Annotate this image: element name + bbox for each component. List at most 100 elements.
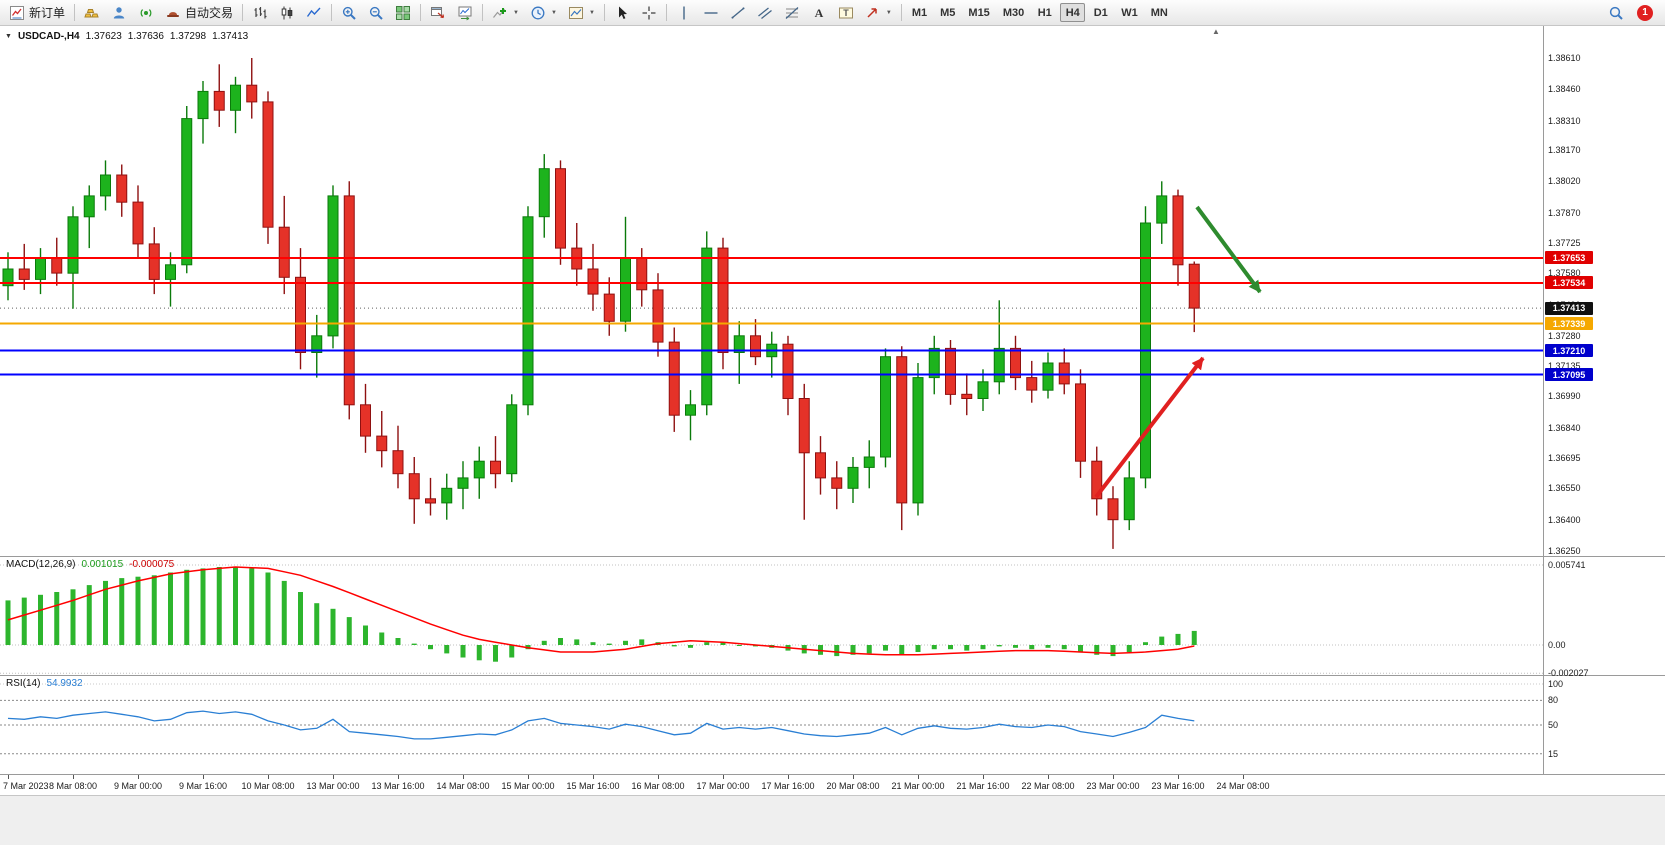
macd-signal-value: -0.000075: [129, 559, 175, 570]
rsi-name: RSI(14): [6, 678, 41, 689]
auto-arrange-button[interactable]: [425, 2, 451, 23]
market-gold-icon-button[interactable]: [79, 2, 105, 23]
timeframe-mn-button[interactable]: MN: [1150, 6, 1168, 19]
svg-text:A: A: [815, 6, 824, 20]
candlestick-chart-button[interactable]: [274, 2, 300, 23]
arrows-button[interactable]: ▼: [860, 2, 897, 23]
zoom-out-button[interactable]: [363, 2, 389, 23]
timeframe-h1-button[interactable]: H1: [1037, 6, 1052, 19]
timeframe-m1-button[interactable]: M1: [911, 6, 928, 19]
price-tag: 1.37210: [1545, 344, 1593, 357]
toolbar-separator: [665, 4, 667, 21]
vertical-line-button[interactable]: [671, 2, 697, 23]
gold-icon: [84, 5, 100, 21]
macd-gridlines: [0, 564, 1543, 674]
autotrading-button[interactable]: 自动交易: [160, 2, 238, 23]
chart-shift-marker[interactable]: ▲: [1212, 27, 1220, 36]
notification-badge[interactable]: 1: [1637, 4, 1653, 21]
timeframe-h4-button[interactable]: H4: [1060, 3, 1086, 22]
chart-close-value: 1.37413: [212, 31, 249, 42]
fibonacci-button[interactable]: [779, 2, 805, 23]
time-axis-tick: [853, 775, 854, 779]
chart-high-value: 1.37636: [127, 31, 164, 42]
bar-chart-button[interactable]: [247, 2, 273, 23]
horizontal-line-button[interactable]: [698, 2, 724, 23]
channel-button[interactable]: [752, 2, 778, 23]
sell-pressure-arrow[interactable]: [1195, 205, 1262, 294]
price-axis-label: 1.37870: [1548, 207, 1581, 218]
time-axis-label: 17 Mar 16:00: [761, 781, 815, 791]
timeframe-m5-button[interactable]: M5: [940, 6, 956, 19]
timeframe-m15-button[interactable]: M15: [968, 6, 990, 19]
timeframe-m30-button[interactable]: M30: [1002, 6, 1025, 19]
time-axis-label: 17 Mar 00:00: [696, 781, 750, 791]
time-axis-label: 8 Mar 08:00: [48, 781, 98, 791]
price-axis-label: 1.36990: [1548, 391, 1581, 402]
rsi-panel-divider[interactable]: [0, 675, 1665, 676]
time-axis-label: 13 Mar 16:00: [371, 781, 425, 791]
text-label-button[interactable]: T: [833, 2, 859, 23]
text-icon: A: [811, 5, 827, 21]
time-axis-label: 9 Mar 16:00: [178, 781, 228, 791]
crosshair-button[interactable]: [636, 2, 662, 23]
time-axis-label: 7 Mar 2023: [3, 781, 49, 791]
toolbar-separator: [420, 4, 422, 21]
rsi-axis-label: 80: [1548, 695, 1559, 706]
new-order-button[interactable]: 新订单: [4, 2, 70, 23]
chart-low-value: 1.37298: [169, 31, 207, 42]
time-axis-label: 23 Mar 00:00: [1086, 781, 1140, 791]
price-axis-label: 1.36550: [1548, 483, 1581, 494]
price-axis-label: 1.38020: [1548, 176, 1581, 187]
price-axis-label: 1.37725: [1548, 237, 1581, 248]
cursor-button[interactable]: [609, 2, 635, 23]
timeframe-w1-button[interactable]: W1: [1121, 6, 1138, 19]
search-icon[interactable]: [1603, 2, 1629, 23]
track-icon: [457, 5, 473, 21]
price-axis-label: 1.37280: [1548, 330, 1581, 341]
cursor-icon: [614, 5, 630, 21]
macd-panel-divider[interactable]: [0, 556, 1665, 557]
toolbar-separator: [482, 4, 484, 21]
time-axis-label: 16 Mar 08:00: [631, 781, 685, 791]
new-order-button-label: 新订单: [29, 6, 66, 20]
price-axis-label: 1.36695: [1548, 453, 1581, 464]
trendline-button[interactable]: [725, 2, 751, 23]
dropdown-caret-icon: ▼: [550, 9, 557, 16]
buy-pressure-arrow[interactable]: [1094, 356, 1205, 499]
periods-button[interactable]: ▼: [525, 2, 562, 23]
template-icon: [568, 5, 584, 21]
toolbar-separator: [900, 4, 902, 21]
track-chart-button[interactable]: [452, 2, 478, 23]
templates-button[interactable]: ▼: [563, 2, 600, 23]
toolbar-separator: [242, 4, 244, 21]
price-axis-label: 1.38310: [1548, 115, 1581, 126]
text-button[interactable]: A: [806, 2, 832, 23]
tile-windows-button[interactable]: [390, 2, 416, 23]
macd-signal-line: [7, 566, 1195, 656]
time-axis-label: 13 Mar 00:00: [306, 781, 360, 791]
arrange-icon: [430, 5, 446, 21]
chart-title: ▼ USDCAD-,H4 1.37623 1.37636 1.37298 1.3…: [5, 31, 248, 42]
autotrading-button-label: 自动交易: [185, 6, 234, 20]
rsi-panel-canvas[interactable]: [0, 676, 1543, 775]
macd-label: MACD(12,26,9) 0.001015 -0.000075: [6, 559, 174, 570]
time-axis[interactable]: 7 Mar 2023 8 Mar 08:00 9 Mar 00:00 9 Mar 16…: [0, 775, 1665, 795]
window-menu-icon[interactable]: ▼: [5, 33, 12, 40]
price-axis-label: 1.37580: [1548, 268, 1581, 279]
main-chart-canvas[interactable]: [0, 26, 1665, 557]
indicator-icon: [492, 5, 508, 21]
time-axis-tick: [398, 775, 399, 779]
macd-axis-label: 0.00: [1548, 640, 1566, 650]
time-axis-tick: [463, 775, 464, 779]
fibo-icon: [784, 5, 800, 21]
arrowtool-icon: [865, 5, 881, 21]
price-axis-label: 1.38460: [1548, 84, 1581, 95]
indicators-button[interactable]: ▼: [487, 2, 524, 23]
signals-icon-button[interactable]: [133, 2, 159, 23]
zoom-in-button[interactable]: [336, 2, 362, 23]
time-axis-label: 22 Mar 08:00: [1021, 781, 1075, 791]
community-icon-button[interactable]: [106, 2, 132, 23]
macd-panel-canvas[interactable]: [0, 557, 1543, 676]
line-chart-button[interactable]: [301, 2, 327, 23]
timeframe-d1-button[interactable]: D1: [1093, 6, 1108, 19]
